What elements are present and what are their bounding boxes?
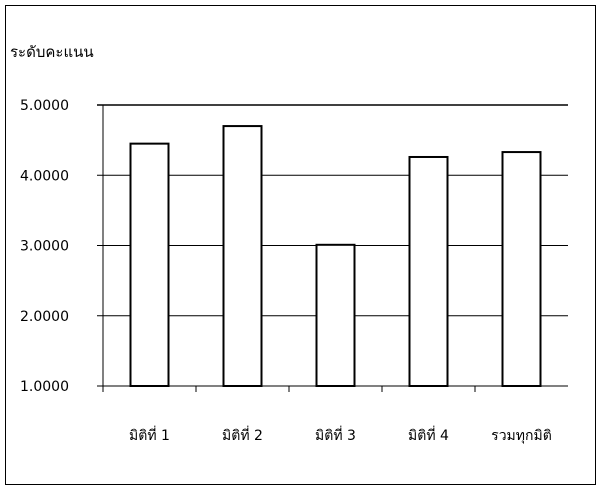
x-tick-label: มิติที่ 3 <box>315 426 356 444</box>
bar <box>129 142 170 387</box>
x-tick-label: มิติที่ 4 <box>408 426 449 444</box>
y-tick-label: 3.0000 <box>20 239 69 255</box>
y-tick-label: 2.0000 <box>20 309 69 325</box>
y-axis-label: ระดับคะแนน <box>10 43 94 61</box>
y-tick-label: 5.0000 <box>20 98 69 114</box>
y-tick-label: 1.0000 <box>20 379 69 395</box>
bar <box>222 125 263 387</box>
bar <box>315 243 356 387</box>
bar <box>501 151 542 387</box>
bar <box>408 155 449 387</box>
y-tick-label: 4.0000 <box>20 168 69 184</box>
x-tick-label: มิติที่ 1 <box>129 426 170 444</box>
x-tick-label: รวมทุกมิติ <box>491 428 552 444</box>
x-tick-label: มิติที่ 2 <box>222 426 263 444</box>
